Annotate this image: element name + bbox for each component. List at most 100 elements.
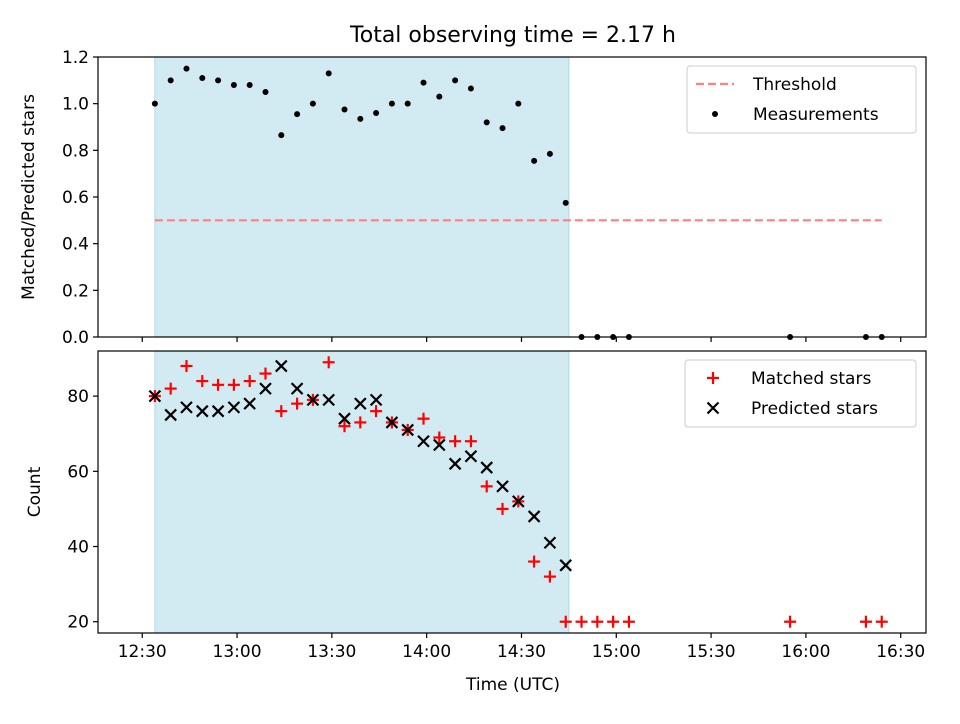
top-point	[562, 199, 569, 206]
top-point	[388, 100, 395, 107]
bottom-point-b	[433, 438, 446, 452]
x-tick-label: 15:00	[592, 642, 641, 662]
bottom-point	[227, 401, 241, 414]
top-point	[151, 100, 158, 107]
bottom-point-b	[480, 461, 493, 474]
bottom-point	[322, 356, 335, 369]
bottom-point	[322, 393, 335, 407]
bottom-point	[164, 382, 177, 395]
top-legend-swatch	[712, 111, 718, 117]
bottom-point	[859, 615, 872, 628]
bottom-point	[448, 457, 462, 471]
top-y-tick-label: 0.4	[62, 235, 89, 255]
bottom-point	[385, 416, 399, 429]
top-panel: 0.0 0.2 0.4 0.6 0.8 1.0 1.2 Matched/Predicted s…	[19, 48, 927, 348]
bottom-point-b	[543, 536, 557, 550]
bottom-point	[164, 408, 177, 422]
bottom-point-b	[164, 408, 177, 422]
bottom-point	[784, 615, 797, 628]
x-axis-label: Time (UTC)	[465, 675, 560, 695]
bottom-legend-label: Predicted stars	[751, 399, 878, 419]
bottom-point-b	[448, 457, 462, 471]
bottom-point-b	[211, 404, 225, 418]
top-point	[467, 85, 474, 92]
bottom-point-b	[322, 393, 335, 407]
bottom-point	[275, 405, 288, 418]
bottom-point-b	[417, 434, 430, 448]
bottom-point	[496, 502, 509, 515]
bottom-point-b	[401, 423, 414, 437]
bottom-point	[291, 397, 304, 410]
bottom-point	[543, 570, 556, 583]
top-observing-window	[154, 56, 570, 338]
bottom-axes-frame	[97, 350, 927, 634]
bottom-point-b	[496, 480, 509, 493]
top-legend-label: Measurements	[753, 105, 879, 125]
top-point	[294, 111, 301, 118]
top-point	[483, 119, 490, 126]
bottom-point	[290, 382, 304, 395]
x-tick-label: 12:30	[118, 642, 167, 662]
top-y-tick-label: 0.2	[62, 281, 89, 301]
bottom-point-b	[306, 393, 320, 407]
top-point	[246, 82, 253, 88]
bottom-panel: 20 40 60 80 12:30 13:00 13:30 14:00 14:30 15:00 15…	[25, 350, 927, 662]
top-y-tick-label: 0.8	[62, 141, 89, 161]
x-tick-label: 15:30	[687, 642, 736, 662]
bottom-y-tick-label: 80	[67, 387, 89, 407]
bottom-point	[212, 378, 225, 391]
bottom-point	[148, 389, 162, 403]
top-point	[278, 132, 285, 139]
top-point	[531, 157, 538, 164]
bottom-point	[275, 359, 288, 373]
bottom-point	[401, 423, 414, 437]
top-point	[499, 125, 506, 132]
bottom-point	[338, 412, 351, 425]
bottom-point	[196, 404, 209, 418]
bottom-point-b	[227, 401, 241, 414]
top-point	[262, 89, 269, 95]
top-point	[199, 75, 206, 81]
bottom-point-b	[180, 401, 193, 414]
bottom-point	[875, 615, 888, 628]
bottom-point-b	[259, 382, 272, 395]
bottom-point	[180, 401, 193, 414]
bottom-point	[211, 404, 225, 418]
top-point	[436, 93, 443, 100]
top-point	[546, 150, 553, 157]
top-y-tick-label: 0.6	[62, 188, 89, 208]
bottom-point-b	[559, 559, 573, 572]
bottom-y-axis-label: Count	[25, 466, 45, 517]
bottom-point	[243, 397, 256, 410]
bottom-point	[196, 375, 209, 388]
bottom-point	[369, 393, 383, 407]
bottom-legend-swatch-b	[706, 401, 720, 415]
bottom-point-b	[290, 382, 304, 395]
bottom-point	[575, 615, 588, 628]
bottom-point	[354, 397, 367, 410]
top-point	[357, 115, 364, 122]
bottom-point	[527, 510, 541, 523]
top-series-measurements	[151, 65, 885, 340]
bottom-point-b	[338, 412, 351, 425]
bottom-point	[559, 559, 573, 572]
bottom-point	[243, 375, 256, 388]
bottom-point-b	[527, 510, 541, 523]
bottom-legend-swatch	[706, 401, 720, 415]
bottom-point-b	[464, 450, 478, 463]
bottom-point-b	[354, 397, 367, 410]
bottom-point	[417, 434, 430, 448]
bottom-point	[496, 480, 509, 493]
bottom-point	[370, 405, 383, 418]
bottom-point	[259, 367, 272, 380]
top-y-axis-label: Matched/Predicted stars	[19, 94, 39, 300]
x-tick-label: 14:30	[497, 642, 546, 662]
top-point	[341, 106, 348, 113]
bottom-point	[559, 615, 572, 628]
bottom-point	[433, 431, 446, 444]
top-point	[515, 100, 522, 107]
x-tick-label: 16:00	[781, 642, 830, 662]
bottom-y-tick-label: 40	[67, 538, 89, 558]
bottom-point	[607, 615, 620, 628]
